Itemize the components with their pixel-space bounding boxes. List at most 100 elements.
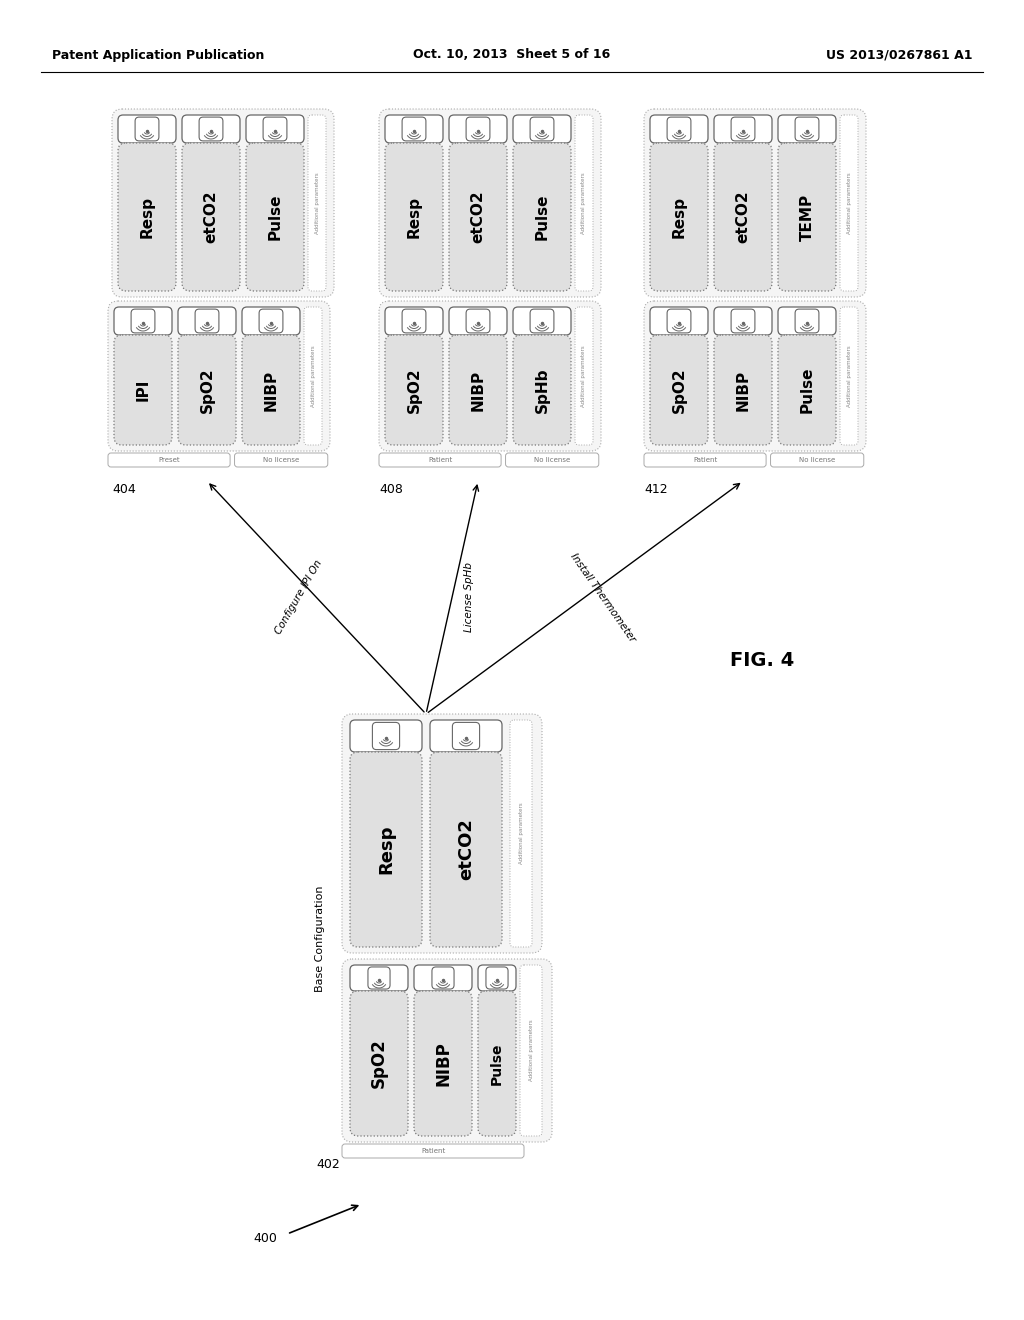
FancyBboxPatch shape: [650, 335, 708, 445]
FancyBboxPatch shape: [385, 335, 443, 445]
FancyBboxPatch shape: [510, 719, 532, 946]
Text: Resp: Resp: [672, 195, 686, 238]
FancyBboxPatch shape: [795, 309, 819, 333]
FancyBboxPatch shape: [131, 309, 155, 333]
FancyBboxPatch shape: [402, 117, 426, 141]
FancyBboxPatch shape: [135, 117, 159, 141]
FancyBboxPatch shape: [118, 115, 176, 143]
Text: Resp: Resp: [377, 825, 395, 874]
FancyBboxPatch shape: [414, 965, 472, 991]
Text: Additional parameters: Additional parameters: [847, 346, 852, 407]
FancyBboxPatch shape: [178, 308, 236, 335]
FancyBboxPatch shape: [246, 143, 304, 290]
FancyBboxPatch shape: [373, 722, 399, 750]
Text: FIG. 4: FIG. 4: [730, 651, 795, 669]
Text: Patient: Patient: [693, 457, 717, 463]
FancyBboxPatch shape: [778, 308, 836, 335]
FancyBboxPatch shape: [644, 301, 866, 451]
FancyBboxPatch shape: [840, 308, 858, 445]
FancyBboxPatch shape: [304, 308, 322, 445]
FancyBboxPatch shape: [650, 143, 708, 290]
FancyBboxPatch shape: [449, 335, 507, 445]
Text: Pulse: Pulse: [800, 367, 814, 413]
FancyBboxPatch shape: [350, 965, 408, 991]
FancyBboxPatch shape: [795, 117, 819, 141]
FancyBboxPatch shape: [530, 117, 554, 141]
Text: Additional parameters: Additional parameters: [518, 803, 523, 865]
FancyBboxPatch shape: [575, 115, 593, 290]
FancyBboxPatch shape: [478, 991, 516, 1137]
Text: IPI: IPI: [135, 379, 151, 401]
Text: Additional parameters: Additional parameters: [847, 172, 852, 234]
Text: SpO2: SpO2: [370, 1039, 388, 1089]
Text: Pulse: Pulse: [490, 1043, 504, 1085]
Text: Base Configuration: Base Configuration: [315, 886, 325, 993]
FancyBboxPatch shape: [731, 309, 755, 333]
FancyBboxPatch shape: [379, 110, 601, 297]
FancyBboxPatch shape: [263, 117, 287, 141]
FancyBboxPatch shape: [714, 115, 772, 143]
Text: SpO2: SpO2: [672, 367, 686, 413]
Text: No license: No license: [535, 457, 570, 463]
FancyBboxPatch shape: [385, 143, 443, 290]
Text: 404: 404: [112, 483, 136, 496]
Text: Resp: Resp: [139, 195, 155, 238]
FancyBboxPatch shape: [513, 335, 571, 445]
Text: SpO2: SpO2: [200, 367, 214, 413]
Text: Patient: Patient: [421, 1148, 445, 1154]
FancyBboxPatch shape: [199, 117, 223, 141]
FancyBboxPatch shape: [714, 335, 772, 445]
FancyBboxPatch shape: [449, 115, 507, 143]
FancyBboxPatch shape: [385, 115, 443, 143]
Text: NIBP: NIBP: [263, 370, 279, 411]
FancyBboxPatch shape: [770, 453, 864, 467]
Text: Preset: Preset: [159, 457, 180, 463]
FancyBboxPatch shape: [350, 991, 408, 1137]
FancyBboxPatch shape: [402, 309, 426, 333]
FancyBboxPatch shape: [259, 309, 283, 333]
FancyBboxPatch shape: [506, 453, 599, 467]
Text: No license: No license: [799, 457, 836, 463]
Text: Oct. 10, 2013  Sheet 5 of 16: Oct. 10, 2013 Sheet 5 of 16: [414, 49, 610, 62]
FancyBboxPatch shape: [196, 309, 219, 333]
FancyBboxPatch shape: [731, 117, 755, 141]
FancyBboxPatch shape: [667, 117, 691, 141]
FancyBboxPatch shape: [513, 143, 571, 290]
Text: Pulse: Pulse: [535, 194, 550, 240]
FancyBboxPatch shape: [342, 960, 552, 1142]
FancyBboxPatch shape: [667, 309, 691, 333]
Text: License SpHb: License SpHb: [464, 562, 474, 632]
FancyBboxPatch shape: [432, 968, 454, 989]
Text: Additional parameters: Additional parameters: [582, 172, 587, 234]
FancyBboxPatch shape: [778, 335, 836, 445]
Text: No license: No license: [263, 457, 299, 463]
FancyBboxPatch shape: [449, 308, 507, 335]
FancyBboxPatch shape: [112, 110, 334, 297]
Text: Additional parameters: Additional parameters: [528, 1019, 534, 1081]
Text: Configure IPI On: Configure IPI On: [273, 558, 324, 636]
Text: etCO2: etCO2: [735, 190, 751, 243]
FancyBboxPatch shape: [342, 714, 542, 953]
FancyBboxPatch shape: [466, 117, 489, 141]
FancyBboxPatch shape: [575, 308, 593, 445]
Text: Patient: Patient: [428, 457, 453, 463]
FancyBboxPatch shape: [513, 308, 571, 335]
FancyBboxPatch shape: [414, 991, 472, 1137]
FancyBboxPatch shape: [178, 335, 236, 445]
FancyBboxPatch shape: [449, 143, 507, 290]
Text: NIBP: NIBP: [434, 1041, 452, 1086]
Text: etCO2: etCO2: [470, 190, 485, 243]
Text: US 2013/0267861 A1: US 2013/0267861 A1: [825, 49, 972, 62]
FancyBboxPatch shape: [242, 308, 300, 335]
Text: Additional parameters: Additional parameters: [314, 172, 319, 234]
FancyBboxPatch shape: [714, 308, 772, 335]
FancyBboxPatch shape: [486, 968, 508, 989]
FancyBboxPatch shape: [478, 965, 516, 991]
FancyBboxPatch shape: [430, 752, 502, 946]
FancyBboxPatch shape: [650, 115, 708, 143]
Text: 412: 412: [644, 483, 668, 496]
FancyBboxPatch shape: [350, 719, 422, 752]
FancyBboxPatch shape: [778, 143, 836, 290]
Text: Resp: Resp: [407, 195, 422, 238]
FancyBboxPatch shape: [350, 752, 422, 946]
